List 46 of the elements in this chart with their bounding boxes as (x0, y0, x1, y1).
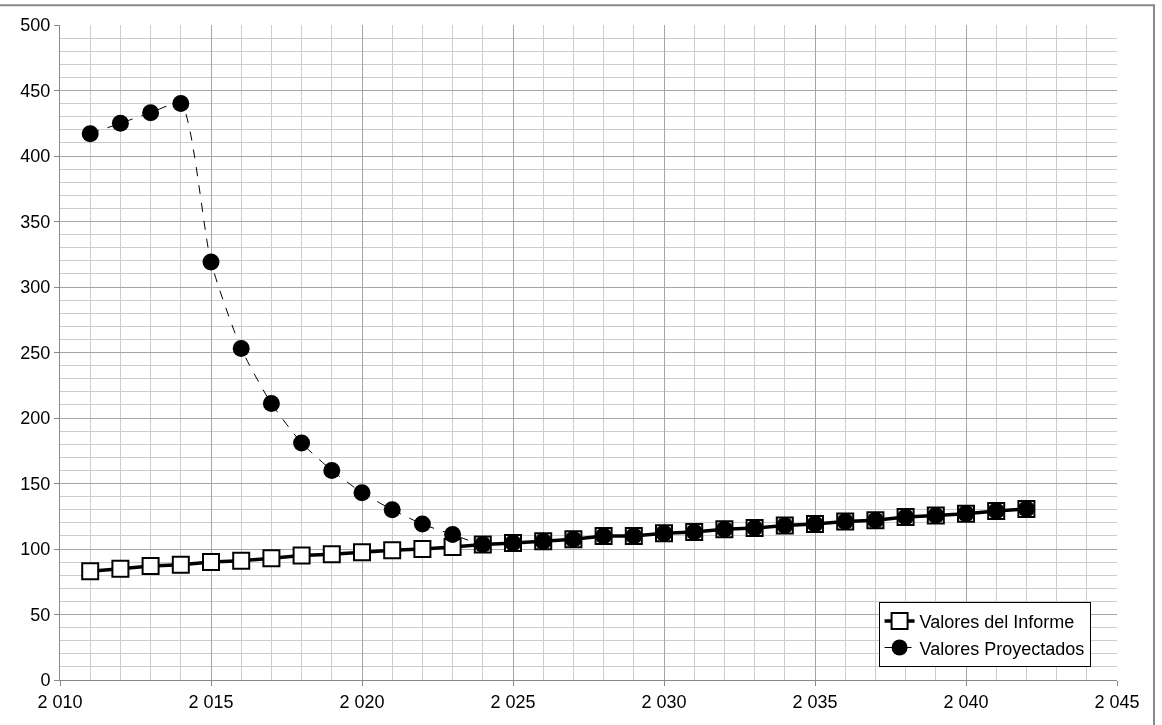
y-tick-label: 500 (20, 15, 51, 36)
x-tick-label: 2 040 (943, 691, 989, 712)
point (142, 104, 160, 122)
point (141, 557, 160, 576)
y-tick-label: 100 (20, 539, 51, 560)
point (171, 555, 190, 574)
point (323, 461, 341, 479)
point (172, 95, 190, 113)
x-tick-label: 2 030 (641, 691, 687, 712)
legend-label: Valores Proyectados (919, 638, 1085, 659)
point (262, 549, 281, 568)
y-tick-label: 350 (20, 211, 51, 232)
point (413, 515, 431, 533)
y-tick-label: 300 (20, 277, 51, 298)
point (232, 551, 251, 570)
point (202, 253, 220, 271)
x-tick-label: 2 045 (1094, 691, 1140, 712)
point (81, 562, 100, 581)
point (202, 553, 220, 572)
point (232, 340, 250, 358)
y-tick-label: 0 (40, 670, 51, 691)
point (413, 540, 432, 558)
point (81, 125, 99, 143)
point (292, 546, 311, 565)
point (383, 501, 401, 519)
x-tick-label: 2 020 (339, 691, 385, 712)
x-tick-label: 2 010 (37, 691, 83, 712)
point (293, 434, 311, 452)
point (262, 395, 280, 413)
y-tick-label: 450 (20, 80, 51, 101)
point (444, 526, 462, 544)
point (353, 484, 371, 502)
point (111, 114, 129, 132)
point (111, 559, 130, 578)
y-tick-label: 200 (20, 408, 51, 429)
y-tick-label: 250 (20, 342, 51, 363)
x-tick-label: 2 015 (188, 691, 234, 712)
legend-label: Valores del Informe (919, 612, 1075, 633)
x-tick-label: 2 025 (490, 691, 536, 712)
point (322, 545, 341, 564)
y-tick-label: 50 (30, 604, 51, 625)
y-tick-label: 400 (20, 146, 51, 167)
x-tick-label: 2 035 (792, 691, 838, 712)
point (383, 541, 402, 560)
y-tick-label: 150 (20, 473, 51, 494)
point (353, 543, 371, 562)
